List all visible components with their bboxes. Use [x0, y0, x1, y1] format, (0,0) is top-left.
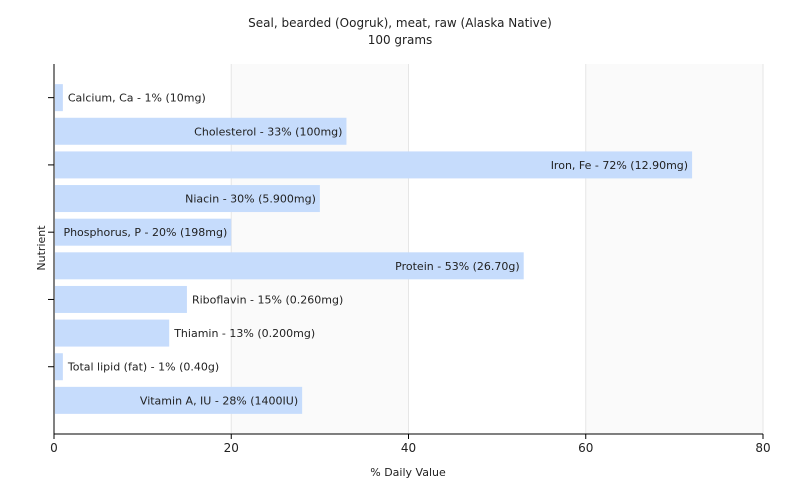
- bar-label: Vitamin A, IU - 28% (1400IU): [140, 394, 298, 407]
- bars: Calcium, Ca - 1% (10mg) Cholesterol - 33%…: [55, 84, 693, 414]
- x-tick-label: 40: [401, 441, 416, 455]
- bar: [55, 218, 232, 246]
- plot-band: [585, 64, 763, 434]
- bar-label: Cholesterol - 33% (100mg): [194, 125, 342, 138]
- bar-label: Total lipid (fat) - 1% (0.40g): [67, 361, 219, 374]
- bar-label: Phosphorus, P - 20% (198mg): [63, 226, 227, 239]
- x-tick-label: 60: [578, 441, 593, 455]
- axes: 0 20 40 60 80: [48, 64, 771, 455]
- bar-label: Protein - 53% (26.70g): [395, 260, 520, 273]
- bar: [55, 185, 320, 213]
- bar: [55, 151, 693, 179]
- chart-title: Seal, bearded (Oogruk), meat, raw (Alask…: [248, 16, 552, 30]
- x-axis-title: % Daily Value: [370, 466, 446, 479]
- y-axis-title: Nutrient: [35, 225, 48, 271]
- bar-label: Riboflavin - 15% (0.260mg): [192, 293, 343, 306]
- x-tick-label: 20: [224, 441, 239, 455]
- bar-label: Thiamin - 13% (0.200mg): [173, 327, 315, 340]
- bar: [55, 285, 187, 313]
- chart-subtitle: 100 grams: [368, 33, 433, 47]
- bar-label: Calcium, Ca - 1% (10mg): [68, 92, 206, 105]
- plot-band: [408, 64, 586, 434]
- x-tick-label: 0: [50, 441, 58, 455]
- bar-label: Iron, Fe - 72% (12.90mg): [551, 159, 688, 172]
- bar: [55, 386, 303, 414]
- bar: [55, 252, 524, 280]
- bar: [55, 117, 347, 145]
- x-tick-label: 80: [755, 441, 770, 455]
- bar: [55, 353, 63, 381]
- bar: [55, 84, 63, 112]
- bar-label: Niacin - 30% (5.900mg): [185, 193, 316, 206]
- bar: [55, 319, 170, 347]
